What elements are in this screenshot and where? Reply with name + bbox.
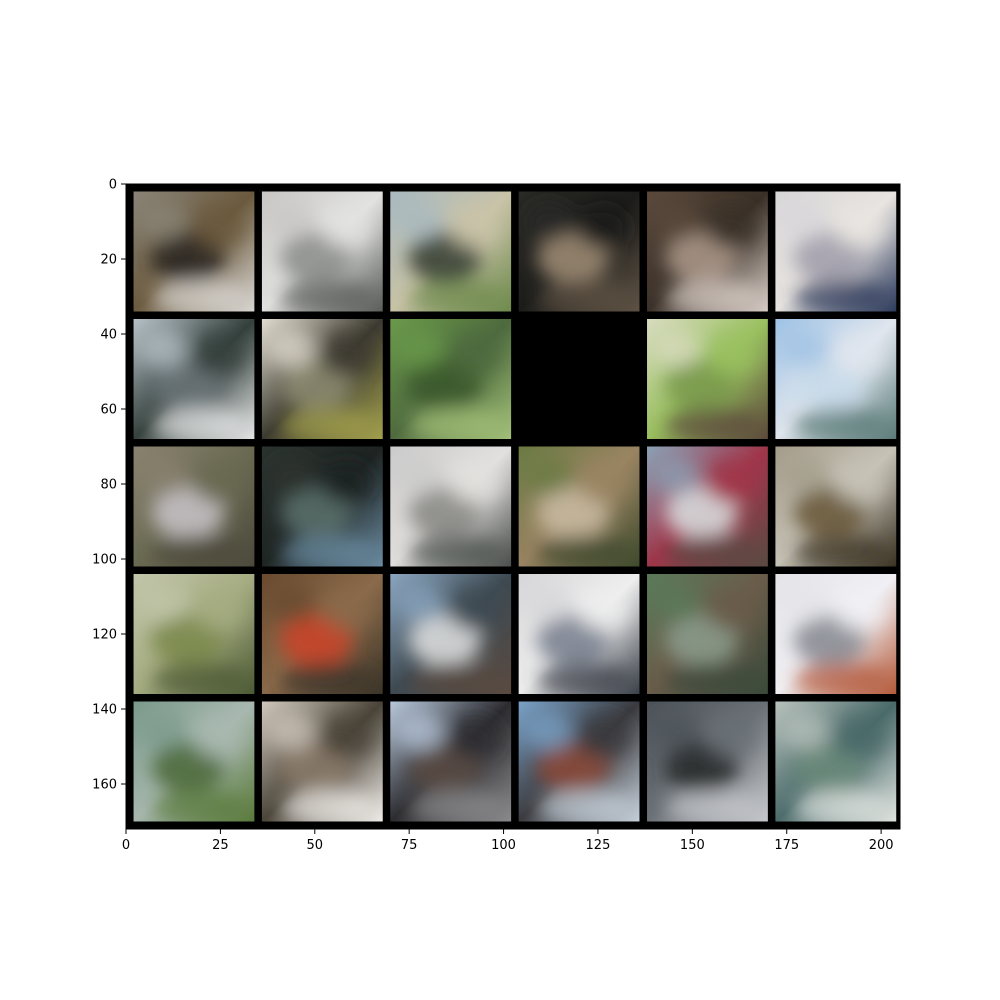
image-tile	[647, 701, 768, 822]
x-tick-label: 0	[122, 838, 130, 853]
image-tile	[133, 191, 255, 312]
image-tile	[390, 319, 512, 439]
image-tile	[518, 319, 640, 439]
image-tile	[647, 319, 768, 439]
x-axis: 0 25 50 75 100 125 150 175 200	[122, 829, 894, 853]
image-tile	[647, 574, 768, 694]
y-tick-label: 20	[100, 253, 117, 268]
image-tile	[775, 319, 897, 439]
x-tick-label: 75	[401, 838, 418, 853]
y-axis: 0 20 40 60 80 100 120 140 160	[92, 178, 126, 793]
image-tile	[775, 446, 897, 567]
x-tick-label: 25	[212, 838, 229, 853]
image-tile	[261, 446, 383, 567]
y-tick-label: 0	[109, 178, 117, 193]
y-tick-label: 60	[100, 403, 117, 418]
image-tile	[647, 446, 768, 567]
image-tile	[518, 574, 640, 694]
image-tile	[261, 701, 383, 822]
x-tick-label: 50	[307, 838, 324, 853]
image-tile	[133, 701, 255, 822]
grid-background	[126, 184, 900, 829]
image-tile	[518, 701, 640, 822]
image-tile	[390, 701, 512, 822]
image-tile	[518, 191, 640, 312]
y-tick-label: 160	[92, 778, 117, 793]
image-tile	[775, 701, 897, 822]
y-tick-label: 100	[92, 553, 117, 568]
image-tile	[390, 446, 512, 567]
x-tick-label: 200	[869, 838, 894, 853]
y-tick-label: 40	[100, 328, 117, 343]
image-tile	[261, 574, 383, 694]
image-tile	[133, 446, 255, 567]
image-tile	[390, 191, 512, 312]
x-tick-label: 125	[586, 838, 611, 853]
image-tile	[775, 574, 897, 694]
x-tick-label: 175	[774, 838, 799, 853]
image-tile	[647, 191, 768, 312]
image-tile	[261, 319, 383, 439]
plot-area	[125, 183, 901, 830]
image-tile	[133, 574, 255, 694]
image-tile	[133, 319, 255, 439]
image-tile	[518, 446, 640, 567]
x-tick-label: 150	[680, 838, 705, 853]
image-tile	[261, 191, 383, 312]
y-tick-label: 120	[92, 628, 117, 643]
axes-frame	[125, 183, 901, 830]
image-tile	[390, 574, 512, 694]
x-tick-label: 100	[491, 838, 516, 853]
image-tile	[775, 191, 897, 312]
y-tick-label: 80	[100, 478, 117, 493]
y-tick-label: 140	[92, 703, 117, 718]
